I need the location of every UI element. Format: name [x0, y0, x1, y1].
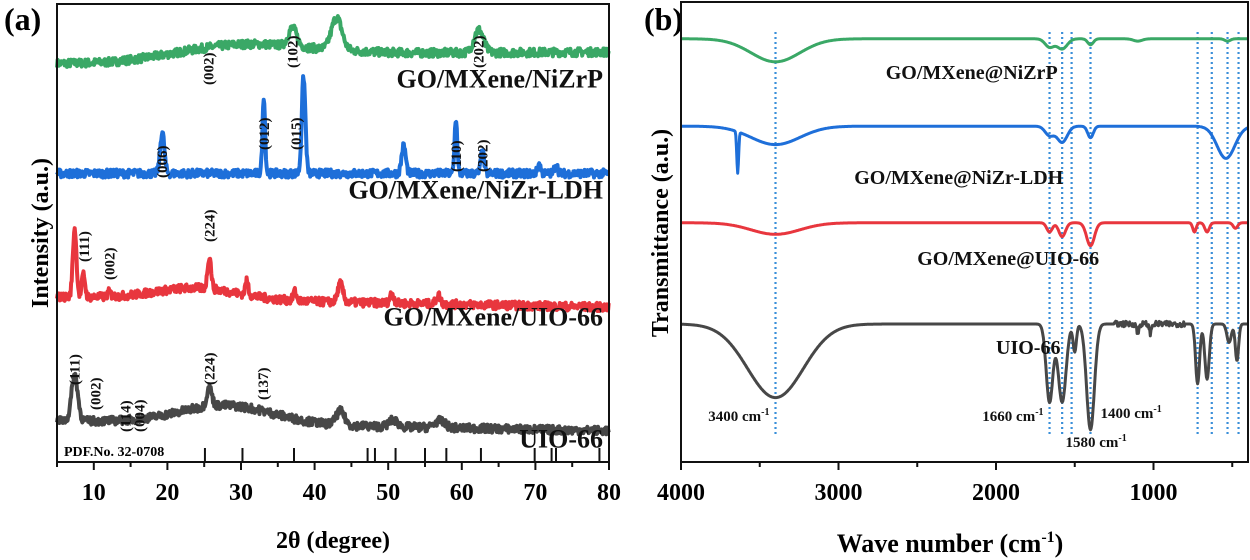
peak-label: (110)	[449, 140, 465, 172]
band-label: 3400 cm-1	[708, 407, 769, 425]
x-tick-label: 80	[597, 480, 621, 506]
peak-label: (004)	[132, 400, 148, 433]
xrd-line-2	[55, 226, 611, 313]
xrd-series-group: GO/MXene/NiZrP GO/MXene/NiZr-LDH GO/MXene/…	[55, 14, 611, 453]
x-axis-label-a: 2θ (degree)	[276, 528, 390, 554]
x-tick-label: 60	[450, 480, 474, 506]
peak-label: (111)	[77, 231, 93, 262]
peak-label: (224)	[202, 210, 218, 243]
x-tick-label: 4000	[657, 480, 705, 506]
ftir-line-2	[680, 221, 1249, 248]
peak-label: (006)	[155, 146, 171, 179]
ftir-annotations: 3400 cm-1 1660 cm-1 1580 cm-1 1400 cm-1	[708, 404, 1162, 451]
reference-pattern	[203, 448, 601, 462]
peak-label: (002)	[202, 53, 218, 86]
peak-label: (202)	[472, 36, 488, 69]
series-label: GO/MXene/UIO-66	[383, 303, 603, 332]
xrd-line-3	[55, 371, 611, 437]
ftir-series-group: GO/MXene@NiZrP GO/MXene@NiZr-LDH GO/MXene@…	[680, 37, 1249, 432]
series-label: UIO-66	[519, 424, 603, 453]
x-axis-label-b: Wave number (cm-1)	[837, 529, 1064, 558]
y-axis-label-b: Transmittance (a.u.)	[648, 129, 674, 337]
panel-b-label: (b)	[644, 1, 683, 37]
band-label: 1400 cm-1	[1101, 404, 1162, 422]
x-tick-label: 2000	[972, 480, 1020, 506]
panel-a-label: (a)	[4, 1, 41, 37]
band-label: 1580 cm-1	[1066, 433, 1127, 451]
peak-label: (012)	[257, 118, 273, 151]
peak-label: (224)	[202, 353, 218, 386]
xrd-annotations: (002) (102) (202) (006) (012) (015) (110) (202)…	[68, 36, 492, 433]
plot-frame-b	[680, 1, 1249, 463]
peak-label: (111)	[68, 354, 84, 385]
peak-label: (002)	[88, 378, 104, 411]
plot-frame-a	[56, 3, 610, 463]
series-label: GO/MXene@NiZr-LDH	[854, 167, 1063, 189]
x-tick-label: 30	[229, 480, 253, 506]
ftir-line-1	[680, 124, 1249, 175]
panel-a-xrd: (a) GO/MXene/NiZrPGO/MXene/NiZr-LDHGO/MX…	[4, 1, 621, 554]
xrd-line-1	[55, 74, 611, 180]
x-tick-label: 10	[82, 480, 106, 506]
peak-label: (002)	[102, 248, 118, 281]
band-label: 1660 cm-1	[982, 407, 1043, 425]
y-axis-label-a: Intensity (a.u.)	[28, 158, 54, 308]
x-axis-ticks-a: 10 20 30 40 50 60 70 80	[56, 462, 621, 506]
series-label: UIO-66	[996, 337, 1060, 359]
x-tick-label: 70	[523, 480, 547, 506]
ftir-line-0	[680, 37, 1249, 64]
xrd-line-0	[55, 14, 611, 69]
panel-b-ftir: (b) GO/MXene@NiZrPGO/MXene@NiZr-LDHGO/MX…	[644, 1, 1249, 558]
peak-label: (137)	[256, 368, 272, 401]
reference-lines	[774, 32, 1240, 435]
ftir-line-3	[680, 319, 1249, 432]
x-tick-label: 50	[376, 480, 400, 506]
x-tick-label: 40	[303, 480, 327, 506]
peak-label: (102)	[286, 36, 302, 69]
x-axis-ticks-b: 4000 3000 2000 1000	[657, 462, 1234, 506]
peak-label: (114)	[118, 400, 134, 432]
reference-label: PDF.No. 32-0708	[64, 445, 164, 460]
x-tick-label: 3000	[815, 480, 863, 506]
series-label: GO/MXene/NiZr-LDH	[348, 175, 603, 204]
peak-label: (202)	[475, 140, 491, 173]
x-tick-label: 20	[155, 480, 179, 506]
peak-label: (015)	[289, 118, 305, 151]
series-label: GO/MXene@NiZrP	[886, 62, 1058, 84]
series-label: GO/MXene/NiZrP	[396, 65, 603, 94]
x-tick-label: 1000	[1130, 480, 1178, 506]
series-label: GO/MXene@UIO-66	[917, 248, 1099, 270]
